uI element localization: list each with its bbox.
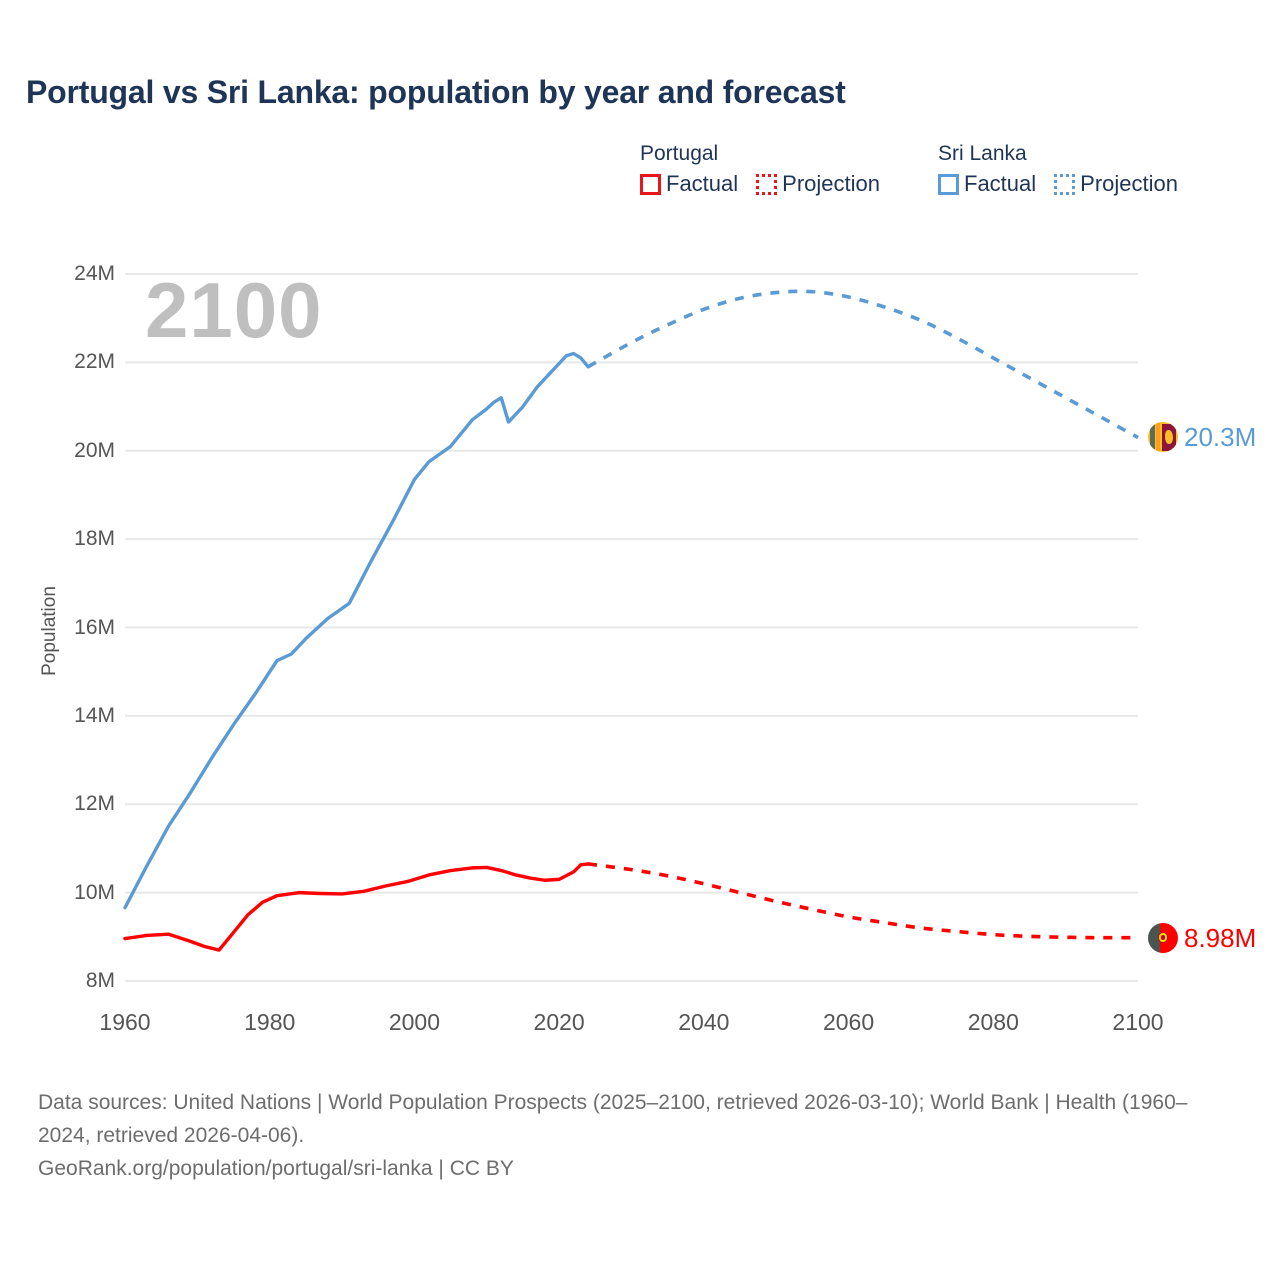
legend-group-sri-lanka: Sri Lanka Factual Projection	[938, 142, 1178, 196]
x-tick-label: 2080	[967, 1009, 1019, 1035]
year-watermark: 2100	[145, 266, 323, 354]
x-tick-label: 2100	[1112, 1009, 1164, 1035]
x-tick-label: 2060	[822, 1009, 875, 1035]
x-tick-label: 1980	[244, 1009, 296, 1035]
legend-group-portugal: Portugal Factual Projection	[640, 142, 880, 196]
footer-attribution: GeoRank.org/population/portugal/sri-lank…	[38, 1157, 514, 1180]
legend-item-portugal-factual[interactable]: Factual	[640, 172, 738, 196]
legend-label-sri-lanka-factual: Factual	[964, 171, 1037, 196]
x-tick-label: 2040	[678, 1009, 730, 1035]
endpoint-value-sri-lanka: 20.3M	[1184, 422, 1257, 453]
legend-group-title-portugal: Portugal	[640, 142, 719, 165]
x-tick-label: 2000	[388, 1009, 441, 1035]
x-tick-label: 2020	[533, 1009, 585, 1035]
legend-item-portugal-projection[interactable]: Projection	[756, 172, 880, 196]
legend-label-portugal-projection: Projection	[782, 171, 880, 196]
x-tick-label: 1960	[99, 1009, 151, 1035]
page-title: Portugal vs Sri Lanka: population by yea…	[26, 74, 846, 110]
y-tick-label: 24M	[74, 262, 115, 285]
legend-group-title-sri-lanka: Sri Lanka	[938, 142, 1027, 165]
y-tick-label: 8M	[85, 969, 115, 992]
series-line-projection-sri-lanka	[587, 289, 1139, 440]
chart-legend: Portugal Factual Projection Sri Lanka Fa…	[640, 142, 1178, 196]
legend-swatch-dotted-icon	[756, 173, 778, 195]
endpoint-portugal: 8.98M	[1148, 922, 1257, 953]
legend-swatch-solid-icon	[938, 173, 959, 195]
y-axis-ticks: 8M 10M 12M 14M 16M 18M 20M 22M 24M	[0, 0, 115, 1280]
portugal-flag-icon	[1148, 922, 1178, 953]
legend-swatch-solid-icon	[640, 173, 661, 195]
y-tick-label: 16M	[74, 615, 115, 639]
y-tick-label: 14M	[74, 703, 115, 727]
legend-item-sri-lanka-projection[interactable]: Projection	[1054, 172, 1178, 196]
footer-data-sources: Data sources: United Nations | World Pop…	[38, 1091, 1188, 1147]
y-tick-label: 22M	[74, 350, 115, 374]
legend-label-portugal-factual: Factual	[666, 171, 739, 196]
sri-lanka-flag-icon	[1148, 422, 1178, 453]
legend-item-sri-lanka-factual[interactable]: Factual	[938, 172, 1036, 196]
legend-label-sri-lanka-projection: Projection	[1080, 171, 1178, 196]
endpoint-sri-lanka: 20.3M	[1148, 422, 1257, 453]
footer: Data sources: United Nations | World Pop…	[38, 1086, 1238, 1185]
series-line-factual-portugal	[123, 862, 590, 952]
y-tick-label: 12M	[74, 792, 115, 816]
y-tick-label: 20M	[74, 438, 115, 462]
series-line-projection-portugal	[587, 862, 1139, 940]
endpoint-value-portugal: 8.98M	[1184, 922, 1257, 953]
legend-swatch-dotted-icon	[1054, 173, 1076, 195]
y-tick-label: 18M	[74, 527, 115, 551]
series-line-factual-sri-lanka	[123, 351, 590, 910]
y-tick-label: 10M	[74, 880, 115, 904]
